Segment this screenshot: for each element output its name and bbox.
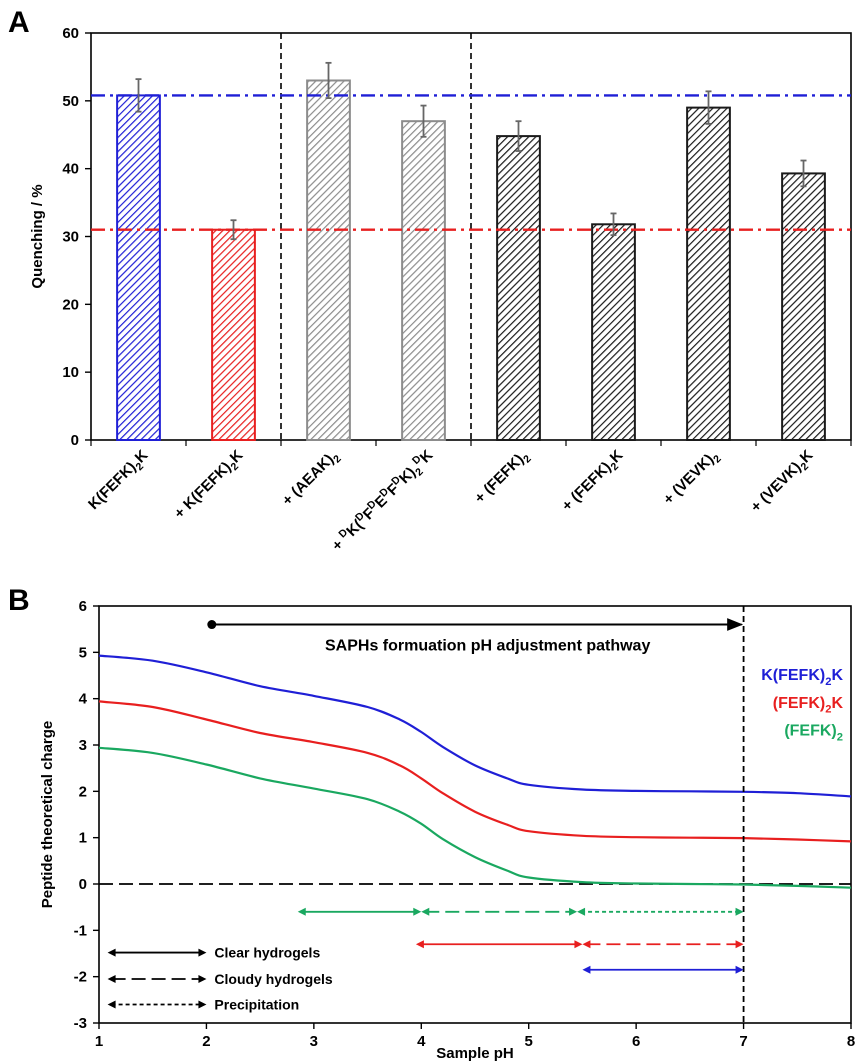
- panel-a-bar-chart: 0 10 20 30 40 50 60 Quenching / % K(FEFK)2​K+ K(…: [29, 25, 852, 557]
- series-label: (FEFK)2​: [784, 723, 843, 744]
- y-axis-title: Quenching / %: [29, 184, 46, 288]
- y-tick-label: 1: [79, 830, 87, 847]
- range-arrow-head: [735, 907, 744, 916]
- series-line: [98, 746, 852, 889]
- bar: [686, 106, 731, 441]
- y-tick-label: 6: [79, 598, 87, 615]
- range-arrow-head: [413, 907, 422, 916]
- x-tick-label: 1: [95, 1033, 103, 1050]
- y-tick-label: 2: [79, 783, 87, 800]
- y-tick-label: 4: [79, 691, 88, 708]
- legend-arrow-head: [107, 948, 116, 957]
- x-tick-label: 8: [847, 1033, 855, 1050]
- legend-label: Cloudy hydrogels: [214, 971, 332, 987]
- y-tick-label: -1: [74, 922, 87, 939]
- series-line: [98, 700, 852, 843]
- y-axis-title: Peptide theoretical charge: [39, 721, 56, 909]
- range-arrow-head: [735, 965, 744, 974]
- x-tick-label: 2: [202, 1033, 210, 1050]
- category-label: K(FEFK)2​K: [85, 447, 154, 516]
- legend-label: Clear hydrogels: [214, 945, 320, 961]
- x-tick-label: 7: [739, 1033, 747, 1050]
- x-tick-label: 5: [525, 1033, 533, 1050]
- legend-arrow-head: [198, 974, 207, 983]
- range-arrow-head: [415, 940, 424, 949]
- y-tick-label: 20: [62, 296, 79, 313]
- category-label: + (AEAK)2​: [279, 447, 344, 512]
- legend-arrow-head: [107, 974, 116, 983]
- range-arrow-head: [297, 907, 306, 916]
- y-tick-label: 0: [79, 876, 87, 893]
- legend-arrow-head: [198, 1000, 207, 1009]
- y-tick-label: 0: [71, 432, 79, 449]
- category-label: + (VEVK)2​K: [747, 447, 818, 518]
- bar: [306, 79, 351, 441]
- legend-label: Precipitation: [214, 996, 299, 1012]
- plot-frame: [98, 605, 852, 1024]
- x-axis-title: Sample pH: [436, 1045, 514, 1062]
- bar: [116, 94, 161, 441]
- legend-arrow-head: [107, 1000, 116, 1009]
- bar: [211, 228, 256, 441]
- series-label: (FEFK)2​K: [773, 695, 844, 716]
- y-tick-label: 10: [62, 364, 79, 381]
- y-tick-label: 30: [62, 229, 79, 246]
- bar: [591, 223, 636, 441]
- category-label: + (VEVK)2​: [660, 447, 724, 511]
- range-arrow-head: [582, 940, 591, 949]
- range-arrow-head: [569, 907, 578, 916]
- bar: [401, 120, 446, 442]
- y-tick-label: -2: [74, 969, 87, 986]
- series-line: [98, 654, 852, 798]
- y-tick-label: 5: [79, 644, 87, 661]
- legend-arrow-head: [198, 948, 207, 957]
- y-tick-label: 3: [79, 737, 87, 754]
- x-tick-label: 3: [310, 1033, 318, 1050]
- x-tick-label: 4: [417, 1033, 426, 1050]
- y-tick-label: -3: [74, 1015, 87, 1032]
- panel-b-line-chart: -3 -2 -1 0 1 2 3 4 5 6 1 2 3 4 5 6 7 8 Sample pH Peptide th…: [39, 598, 855, 1062]
- range-arrow-head: [421, 907, 430, 916]
- range-arrow-head: [582, 965, 591, 974]
- range-arrow-head: [574, 940, 583, 949]
- range-arrow-head: [577, 907, 586, 916]
- panel-label-b: B: [8, 584, 30, 617]
- y-tick-label: 50: [62, 93, 79, 110]
- category-label: + (FEFK)2​K: [559, 447, 629, 517]
- category-label: + K(FEFK)2​K: [171, 447, 249, 525]
- bar: [496, 135, 541, 442]
- series-label: K(FEFK)2​K: [761, 667, 843, 688]
- category-label: + D​K(D​FD​ED​FD​K)2​D​K: [327, 445, 439, 557]
- bar: [781, 172, 826, 441]
- category-label: + (FEFK)2​: [471, 447, 534, 510]
- y-tick-label: 60: [62, 25, 79, 42]
- panel-label-a: A: [8, 6, 30, 39]
- x-tick-label: 6: [632, 1033, 640, 1050]
- annotation-text: SAPHs formuation pH adjustment pathway: [325, 638, 650, 655]
- range-arrow-head: [735, 940, 744, 949]
- y-tick-label: 40: [62, 161, 79, 178]
